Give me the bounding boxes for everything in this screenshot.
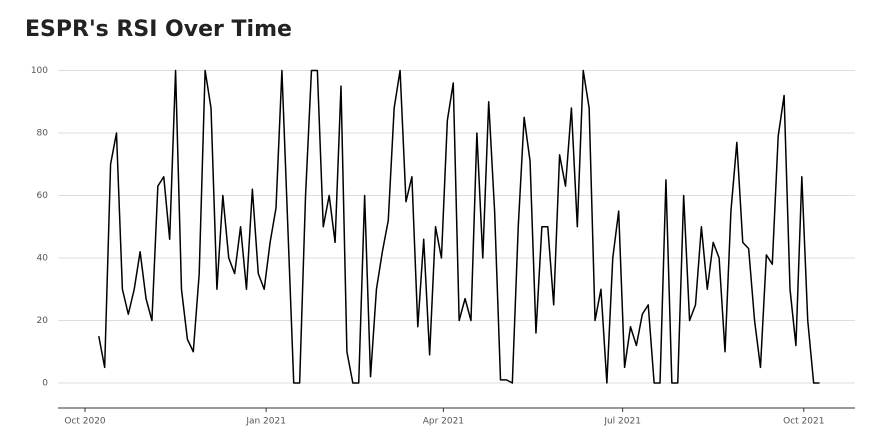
x-tick-label: Apr 2021 <box>423 417 464 427</box>
x-tick-label: Oct 2020 <box>64 417 106 427</box>
y-tick-label: 80 <box>37 129 49 139</box>
y-tick-label: 20 <box>37 316 49 326</box>
rsi-line <box>98 69 820 384</box>
y-tick-label: 0 <box>42 379 48 389</box>
y-tick-label: 100 <box>31 66 48 76</box>
x-tick-label: Jan 2021 <box>245 417 286 427</box>
y-tick-label: 40 <box>37 254 49 264</box>
x-tick-label: Jul 2021 <box>603 417 641 427</box>
chart-title: ESPR's RSI Over Time <box>25 17 292 42</box>
x-tick-label: Oct 2021 <box>783 417 824 427</box>
y-tick-label: 60 <box>37 191 49 201</box>
